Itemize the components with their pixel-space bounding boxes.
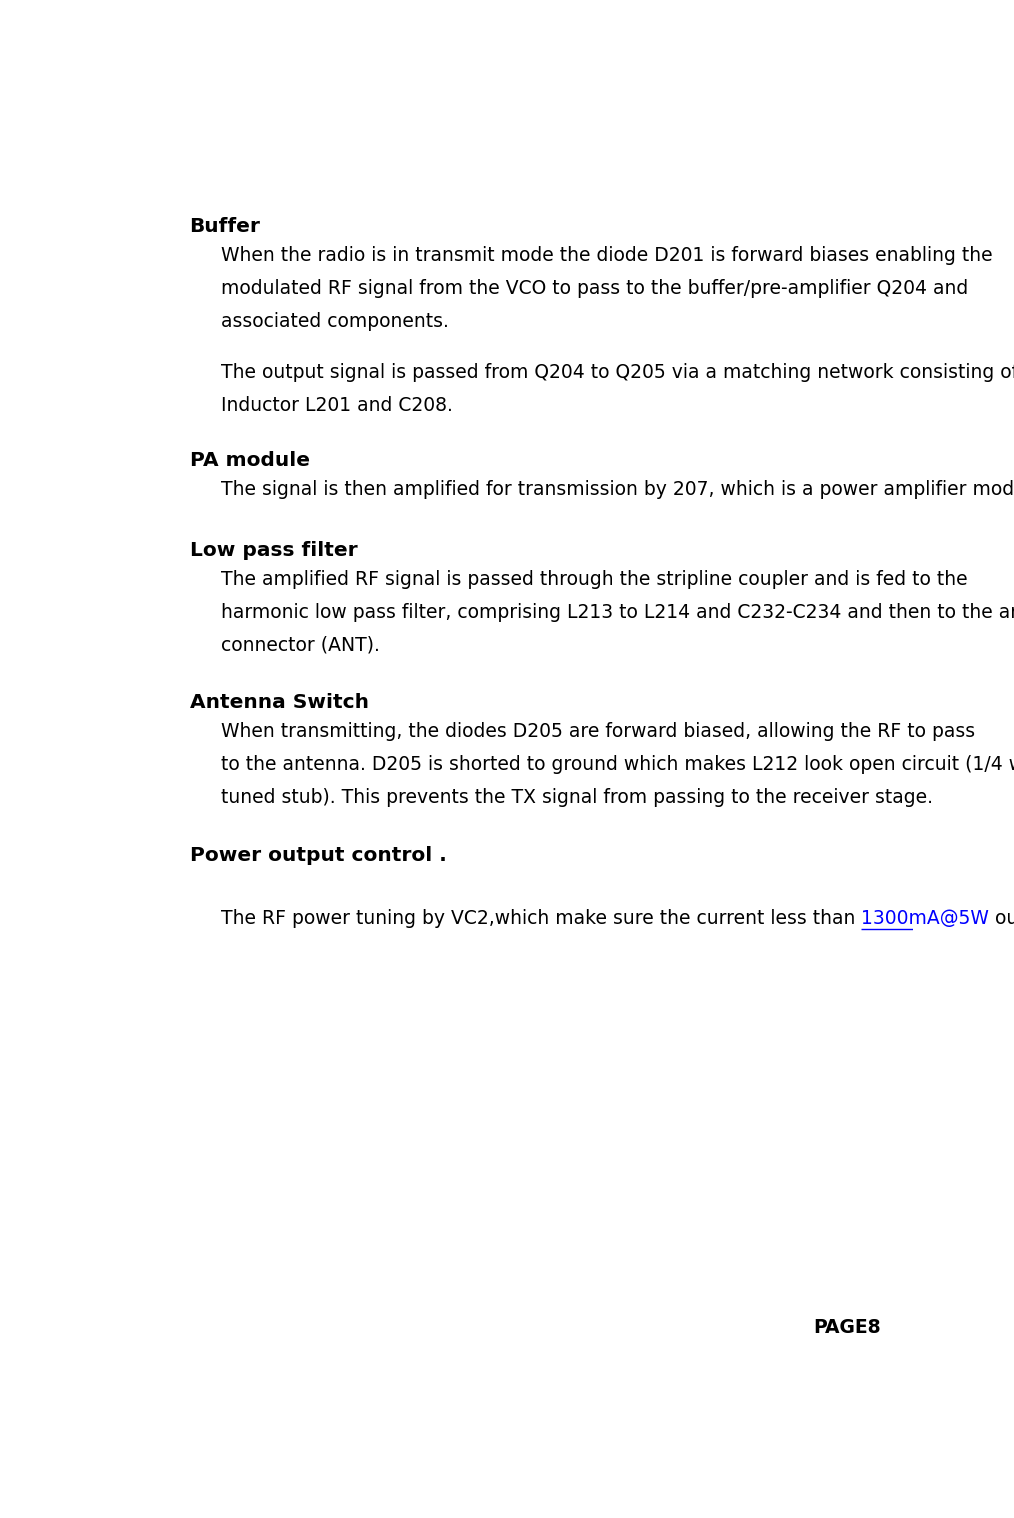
- Text: The RF power tuning by VC2,which make sure the current less than: The RF power tuning by VC2,which make su…: [221, 909, 862, 927]
- Text: output power.: output power.: [990, 909, 1014, 927]
- Text: Power output control .: Power output control .: [190, 846, 446, 865]
- Text: associated components.: associated components.: [221, 311, 449, 331]
- Text: When transmitting, the diodes D205 are forward biased, allowing the RF to pass: When transmitting, the diodes D205 are f…: [221, 723, 975, 741]
- Text: Antenna Switch: Antenna Switch: [190, 692, 369, 712]
- Text: When the radio is in transmit mode the diode D201 is forward biases enabling the: When the radio is in transmit mode the d…: [221, 246, 993, 266]
- Text: 1300mA@5W: 1300mA@5W: [862, 909, 990, 927]
- Text: tuned stub). This prevents the TX signal from passing to the receiver stage.: tuned stub). This prevents the TX signal…: [221, 788, 933, 806]
- Text: Inductor L201 and C208.: Inductor L201 and C208.: [221, 396, 453, 414]
- Text: Low pass filter: Low pass filter: [190, 540, 357, 560]
- Text: PAGE8: PAGE8: [813, 1318, 881, 1337]
- Text: connector (ANT).: connector (ANT).: [221, 636, 380, 654]
- Text: to the antenna. D205 is shorted to ground which makes L212 look open circuit (1/: to the antenna. D205 is shorted to groun…: [221, 754, 1014, 774]
- Text: The output signal is passed from Q204 to Q205 via a matching network consisting : The output signal is passed from Q204 to…: [221, 363, 1014, 383]
- Text: harmonic low pass filter, comprising L213 to L214 and C232-C234 and then to the : harmonic low pass filter, comprising L21…: [221, 603, 1014, 622]
- Text: modulated RF signal from the VCO to pass to the buffer/pre-amplifier Q204 and: modulated RF signal from the VCO to pass…: [221, 279, 968, 298]
- Text: PA module: PA module: [190, 451, 309, 471]
- Text: The signal is then amplified for transmission by 207, which is a power amplifier: The signal is then amplified for transmi…: [221, 480, 1014, 499]
- Text: Buffer: Buffer: [190, 217, 261, 237]
- Text: The amplified RF signal is passed through the stripline coupler and is fed to th: The amplified RF signal is passed throug…: [221, 571, 967, 589]
